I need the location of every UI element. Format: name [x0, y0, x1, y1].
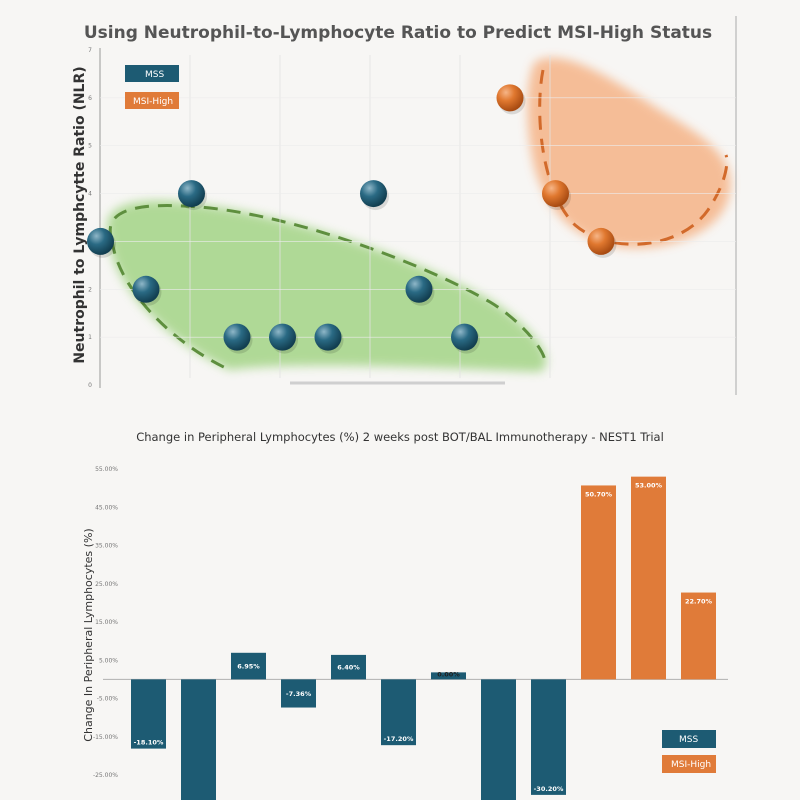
bar-data-label: -7.36%: [286, 690, 312, 698]
bar-msi-high: [681, 592, 716, 680]
scatter-title: Using Neutrophil-to-Lymphocyte Ratio to …: [84, 23, 712, 43]
scatter-plot-area: 01234567 Using Neutrophil-to-Lymphocyte …: [72, 16, 737, 395]
scatter-y-tick-label: 1: [88, 334, 92, 341]
scatter-y-tick-label: 6: [88, 95, 92, 102]
bar-legend-label-mss: MSS: [679, 735, 698, 745]
bar-y-tick-label: 5.00%: [99, 657, 118, 664]
scatter-point-mss: [132, 275, 160, 303]
bar-data-label: 22.70%: [685, 598, 713, 606]
bar-msi-high: [631, 476, 666, 680]
bar-mss: [181, 679, 216, 800]
bar-legend-swatch-mss: [662, 730, 716, 748]
mss-cluster-region: [107, 200, 547, 372]
bar-y-tick-label: -25.00%: [93, 772, 118, 779]
scatter-point-mss: [405, 275, 433, 303]
bar-data-label: -17.20%: [384, 735, 414, 743]
scatter-point-mss: [269, 323, 296, 351]
bar-data-label: 0.00%: [437, 670, 460, 678]
scatter-points: [87, 84, 617, 354]
bar-y-tick-label: 15.00%: [95, 619, 118, 626]
scatter-point-mss: [178, 180, 205, 208]
scatter-y-ticks: 01234567: [88, 47, 92, 389]
bar-mss: [431, 672, 466, 680]
bar-data-label: 6.95%: [237, 663, 260, 671]
scatter-y-tick-label: 2: [88, 286, 92, 293]
bar-y-ticks: 55.00% 45.00% 35.00% 25.00% 15.00% 5.00% -5.00…: [93, 466, 118, 779]
bar-y-tick-label: 55.00%: [95, 466, 118, 473]
scatter-y-axis-label: Neutrophil to Lymphcytte Ratio (NLR): [72, 66, 88, 363]
lymphocyte-bar-chart: Change in Peripheral Lymphocytes (%) 2 w…: [0, 410, 800, 800]
bar-mss: [531, 679, 566, 795]
scatter-point-mss: [360, 180, 387, 208]
scatter-point-msi-high: [542, 180, 569, 208]
bar-data-label: -30.20%: [534, 785, 564, 793]
bar-y-tick-label: 45.00%: [95, 504, 118, 511]
bar-mss: [481, 679, 516, 800]
scatter-y-tick-label: 7: [88, 47, 92, 54]
bar-legend-swatch-msi-high: [662, 755, 716, 773]
scatter-point-msi-high: [587, 227, 615, 255]
bar-legend-label-msi-high: MSI-High: [671, 760, 711, 770]
scatter-point-msi-high: [496, 84, 524, 112]
scatter-gridlines: [100, 55, 736, 378]
scatter-legend: MSS MSI-High: [125, 65, 179, 109]
bar-legend: MSS MSI-High: [662, 730, 716, 773]
bar-y-tick-label: 35.00%: [95, 543, 118, 550]
bar-mss: [281, 679, 316, 708]
scatter-point-mss: [223, 323, 251, 351]
bar-msi-high: [581, 485, 616, 680]
mss-cluster-outline: [108, 204, 547, 363]
legend-swatch-mss: [125, 65, 179, 82]
scatter-y-tick-label: 4: [88, 191, 92, 198]
bar-y-tick-label: -15.00%: [93, 734, 118, 741]
bar-data-label: -18.10%: [134, 739, 164, 747]
bar-series: [131, 476, 716, 800]
bar-y-tick-label: -5.00%: [97, 696, 119, 703]
bar-data-label: 50.70%: [585, 490, 613, 498]
scatter-y-tick-label: 5: [88, 143, 92, 150]
legend-label-msi-high: MSI-High: [133, 97, 173, 107]
legend-label-mss: MSS: [145, 70, 164, 80]
nlr-scatter-chart: 01234567 Using Neutrophil-to-Lymphocyte …: [72, 16, 737, 395]
msi-cluster-region: [527, 57, 731, 249]
bar-y-axis-label: Change In Peripheral Lymphocytes (%): [82, 528, 95, 741]
bar-data-label: 53.00%: [635, 482, 663, 490]
bar-mss: [231, 652, 266, 680]
bar-data-labels: -18.10%-34.70%6.95%-7.36%6.40%-17.20%0.0…: [134, 482, 713, 800]
scatter-point-mss: [451, 323, 478, 351]
bar-y-tick-label: 25.00%: [95, 581, 118, 588]
bar-data-label: 6.40%: [337, 664, 360, 672]
bar-mss: [331, 654, 366, 680]
scatter-y-tick-label: 0: [88, 382, 92, 389]
bar-plot-area: Change in Peripheral Lymphocytes (%) 2 w…: [82, 430, 728, 800]
scatter-point-mss: [314, 323, 342, 351]
bar-chart-title: Change in Peripheral Lymphocytes (%) 2 w…: [136, 430, 664, 444]
bar-mss: [381, 679, 416, 746]
bar-mss: [131, 679, 166, 749]
scatter-point-mss: [87, 227, 114, 255]
legend-swatch-msi-high: [125, 92, 179, 109]
bar-data-label: -33.80%: [484, 799, 514, 800]
